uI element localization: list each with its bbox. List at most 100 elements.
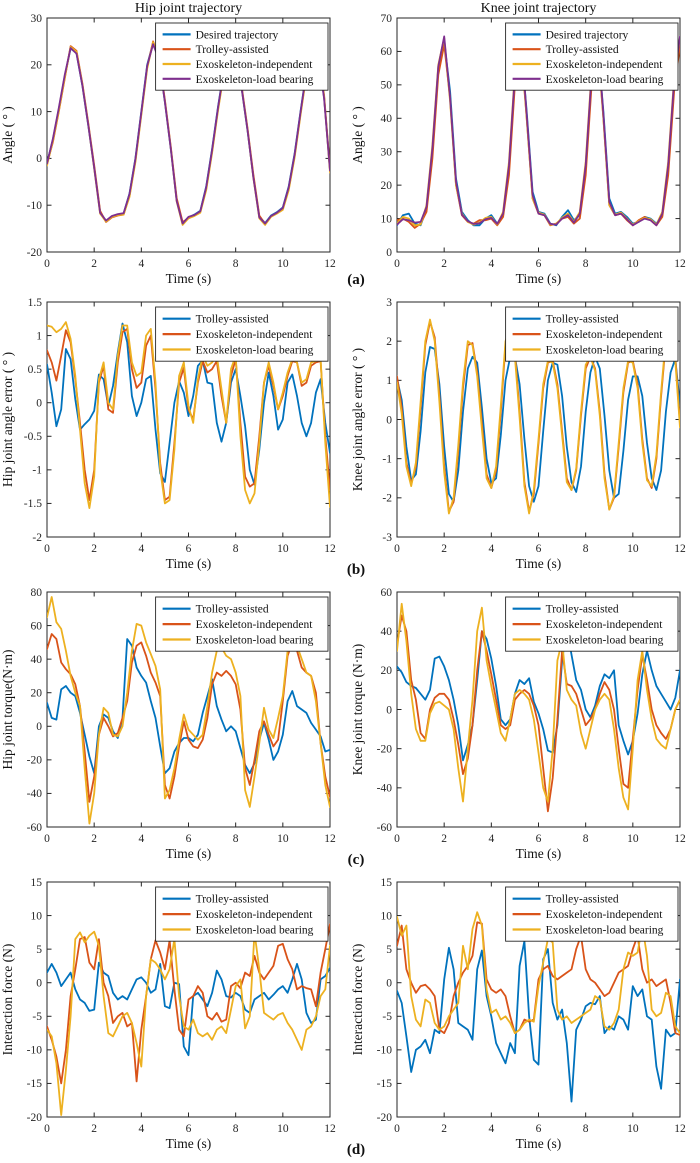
y-tick-label: 10 xyxy=(31,910,43,922)
y-axis-label: Hip joint torque(N·m) xyxy=(0,650,15,770)
x-tick-label: 10 xyxy=(627,258,639,270)
x-tick-label: 0 xyxy=(394,833,400,845)
y-tick-label: -1.5 xyxy=(24,498,42,510)
series-group xyxy=(47,596,330,825)
subplot-hip-trajectory: 0 2 4 6 8 10 12 -20 -10 0 10 20 30 Hip joint trajecto… xyxy=(0,0,350,290)
x-tick-label: 12 xyxy=(324,258,336,270)
y-tick-label: 40 xyxy=(381,113,393,125)
y-tick-label: -2 xyxy=(382,493,392,505)
x-tick-label: 2 xyxy=(91,543,97,555)
x-tick-label: 2 xyxy=(91,1123,97,1135)
legend-label: Trolley-assisted xyxy=(546,894,619,906)
y-tick-label: 0 xyxy=(36,978,42,990)
y-tick-label: 50 xyxy=(381,80,393,92)
chart-svg-hip-trajectory: 0 2 4 6 8 10 12 -20 -10 0 10 20 30 Hip joint trajecto… xyxy=(0,1,336,286)
x-tick-label: 4 xyxy=(488,543,494,555)
legend-label: Exoskeleton-independent xyxy=(196,619,314,631)
legend-label: Exoskeleton-independent xyxy=(546,329,664,341)
y-axis-label: Interaction force (N) xyxy=(350,944,365,1056)
x-axis-label: Time (s) xyxy=(516,846,562,861)
series-line-exoskeleton-load-bearing xyxy=(47,321,330,509)
legend-label: Trolley-assisted xyxy=(196,314,269,326)
x-tick-label: 6 xyxy=(186,1123,192,1135)
y-tick-label: -20 xyxy=(27,247,43,259)
chart-svg-knee-torque: 0 2 4 6 8 10 12 -60 -40 -20 0 20 40 60 Time (s) Knee jo… xyxy=(350,587,686,861)
y-tick-label: 20 xyxy=(381,180,393,192)
legend-label: Trolley-assisted xyxy=(196,894,269,906)
x-tick-label: 12 xyxy=(674,1123,686,1135)
chart-title: Knee joint trajectory xyxy=(481,1,597,16)
y-axis-label: Knee joint angle error ( ° ) xyxy=(350,348,365,491)
x-tick-label: 4 xyxy=(138,833,144,845)
y-tick-label: 40 xyxy=(381,626,393,638)
legend: Desired trajectory Trolley-assisted Exoske… xyxy=(155,22,329,91)
x-tick-label: 6 xyxy=(186,258,192,270)
subplot-hip-angle-error: 0 2 4 6 8 10 12 -2 -1.5 -1 -0.5 0 0.5 1 1.5 Time (s) Hip… xyxy=(0,290,350,580)
x-tick-label: 6 xyxy=(536,258,542,270)
y-tick-label: 0 xyxy=(386,978,392,990)
series-group xyxy=(47,923,330,1116)
series-line-exoskeleton-load-bearing xyxy=(397,35,680,227)
legend: Trolley-assisted Exoskeleton-independent E… xyxy=(505,306,679,362)
y-tick-label: -20 xyxy=(377,743,393,755)
x-tick-label: 2 xyxy=(91,833,97,845)
y-tick-label: -20 xyxy=(27,1112,43,1124)
y-tick-label: -0.5 xyxy=(24,431,42,443)
x-axis-label: Time (s) xyxy=(166,846,212,861)
y-tick-label: 80 xyxy=(31,587,43,599)
y-tick-label: -2 xyxy=(32,532,42,544)
y-tick-label: 2 xyxy=(386,336,392,348)
y-tick-label: 40 xyxy=(31,654,43,666)
row-label-c: (c) xyxy=(347,852,365,868)
x-tick-label: 10 xyxy=(277,833,289,845)
legend-label: Exoskeleton-load bearing xyxy=(196,635,314,647)
subplot-knee-torque: 0 2 4 6 8 10 12 -60 -40 -20 0 20 40 60 Time (s) Knee jo… xyxy=(350,580,700,870)
legend-label: Trolley-assisted xyxy=(546,44,619,56)
series-line-exoskeleton-load-bearing xyxy=(397,602,680,811)
y-tick-label: 1 xyxy=(386,375,392,387)
x-tick-label: 0 xyxy=(394,543,400,555)
x-axis-label: Time (s) xyxy=(516,556,562,571)
legend: Trolley-assisted Exoskeleton-independent E… xyxy=(155,596,329,652)
x-tick-label: 2 xyxy=(441,543,447,555)
x-axis-label: Time (s) xyxy=(166,556,212,571)
y-tick-label: 15 xyxy=(31,877,43,889)
series-group xyxy=(397,911,680,1103)
y-tick-label: 70 xyxy=(381,13,393,25)
series-line-exoskeleton-load-bearing xyxy=(47,596,330,825)
x-tick-label: 4 xyxy=(138,258,144,270)
row-label-a: (a) xyxy=(347,272,365,288)
row-label-b: (b) xyxy=(346,562,366,578)
y-tick-label: 30 xyxy=(31,13,43,25)
x-tick-label: 2 xyxy=(91,258,97,270)
x-tick-label: 8 xyxy=(233,258,239,270)
y-tick-label: -5 xyxy=(32,1011,42,1023)
x-tick-label: 4 xyxy=(488,258,494,270)
x-tick-label: 12 xyxy=(674,258,686,270)
series-line-exoskeleton-load-bearing xyxy=(47,930,330,1116)
series-line-exoskeleton-independent xyxy=(47,633,330,803)
y-tick-label: 0 xyxy=(386,247,392,259)
subplot-hip-torque: 0 2 4 6 8 10 12 -60 -40 -20 0 20 40 60 80 Time (s) Hip j… xyxy=(0,580,350,870)
legend-label: Trolley-assisted xyxy=(546,604,619,616)
x-tick-label: 0 xyxy=(44,543,50,555)
series-line-trolley-assisted xyxy=(397,940,680,1103)
chart-svg-interaction-force-hip: 0 2 4 6 8 10 12 -20 -15 -10 -5 0 5 10 15 Time (s) Intera… xyxy=(0,877,336,1151)
legend-label: Exoskeleton-load bearing xyxy=(546,345,664,357)
legend-label: Exoskeleton-load bearing xyxy=(546,925,664,937)
y-tick-label: 0 xyxy=(36,153,42,165)
x-tick-label: 12 xyxy=(324,833,336,845)
x-tick-label: 2 xyxy=(441,258,447,270)
y-tick-label: -20 xyxy=(377,1112,393,1124)
chart-svg-interaction-force-knee: 0 2 4 6 8 10 12 -20 -15 -10 -5 0 5 10 15 Time (s) Intera… xyxy=(350,877,686,1151)
y-tick-label: 0 xyxy=(386,414,392,426)
legend-label: Exoskeleton-load bearing xyxy=(196,74,314,86)
y-tick-label: 0 xyxy=(36,398,42,410)
x-tick-label: 10 xyxy=(277,543,289,555)
y-tick-label: 60 xyxy=(31,620,43,632)
legend-label: Exoskeleton-independent xyxy=(546,59,664,71)
x-axis-label: Time (s) xyxy=(166,1136,212,1151)
x-tick-label: 6 xyxy=(186,543,192,555)
y-axis-label: Angle ( ° ) xyxy=(350,106,365,164)
